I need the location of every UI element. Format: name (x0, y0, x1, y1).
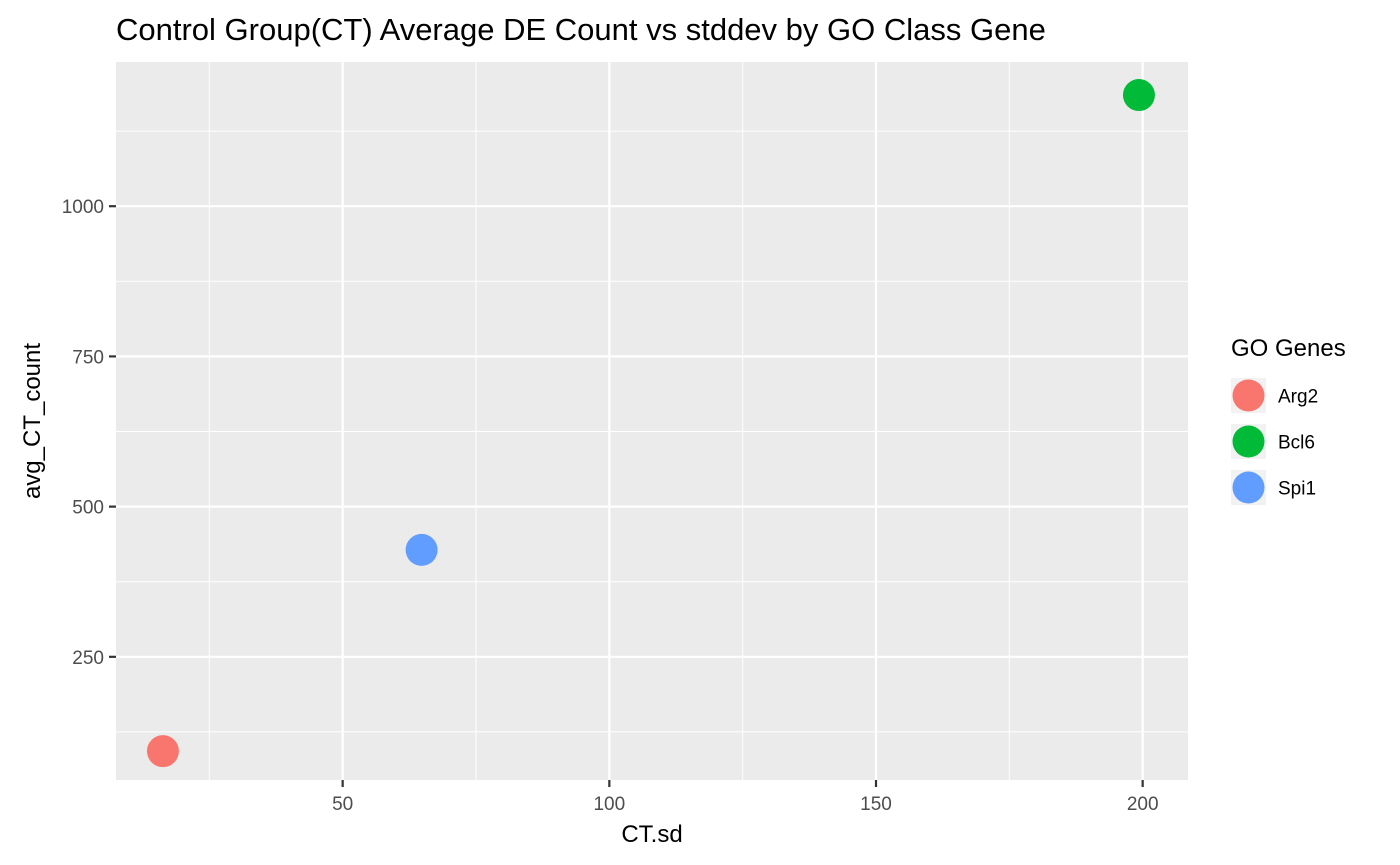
y-tick-label: 500 (72, 498, 104, 519)
major-gridlines (116, 62, 1188, 780)
chart-title: Control Group(CT) Average DE Count vs st… (116, 12, 1046, 47)
data-points (146, 79, 1155, 768)
x-tick-label: 150 (860, 794, 892, 815)
x-axis-title: CT.sd (621, 821, 682, 848)
legend-key-arg2 (1232, 379, 1265, 412)
minor-gridlines (116, 62, 1188, 780)
x-tick-label: 100 (593, 794, 625, 815)
legend-label-arg2: Arg2 (1278, 387, 1318, 408)
y-tick-label: 1000 (62, 197, 104, 218)
legend-label-bcl6: Bcl6 (1278, 433, 1315, 454)
data-point-arg2 (146, 735, 179, 768)
legend-key-spi1 (1232, 471, 1265, 504)
legend-items: Arg2 Bcl6 Spi1 (1231, 378, 1318, 505)
x-axis-ticks: 50 100 150 200 (332, 780, 1159, 815)
y-axis-title: avg_CT_count (19, 343, 46, 499)
data-point-bcl6 (1122, 79, 1155, 112)
legend-key-bcl6 (1232, 425, 1265, 458)
x-tick-label: 200 (1127, 794, 1159, 815)
legend-label-spi1: Spi1 (1278, 479, 1316, 500)
data-point-spi1 (405, 533, 438, 566)
plot-panel (116, 62, 1188, 780)
y-tick-label: 750 (72, 347, 104, 368)
y-axis-ticks: 250 500 750 1000 (62, 197, 116, 669)
legend: GO Genes Arg2 Bcl6 Spi1 (1231, 335, 1346, 505)
legend-title: GO Genes (1231, 335, 1346, 362)
y-tick-label: 250 (72, 648, 104, 669)
x-tick-label: 50 (332, 794, 353, 815)
